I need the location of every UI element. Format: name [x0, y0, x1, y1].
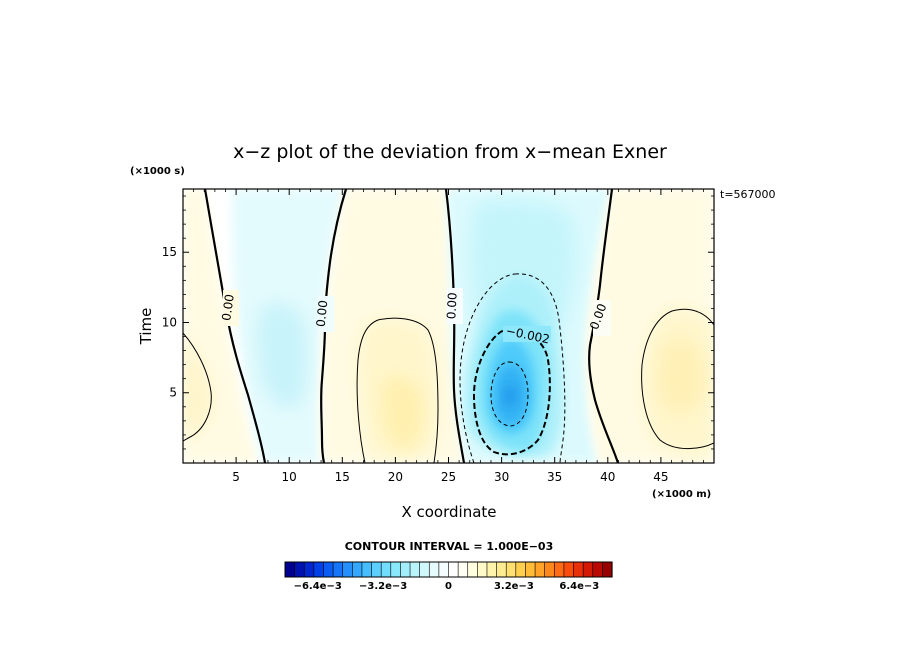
colorbar-swatch [467, 561, 478, 578]
contour-label-bg-5 [593, 300, 611, 336]
x-tick-label: 25 [441, 470, 456, 484]
chart-title: x−z plot of the deviation from x−mean Ex… [233, 141, 667, 163]
contour-zero-2 [320, 189, 348, 463]
colorbar-swatch [438, 561, 450, 578]
colorbar-swatch [477, 561, 488, 578]
colorbar-tick-label: 0 [445, 581, 452, 592]
contour-neg-001 [459, 273, 566, 463]
colorbar-swatch [563, 561, 575, 578]
y-tick-label: 10 [162, 315, 177, 329]
colorbar-swatch [592, 561, 603, 578]
colorbar-swatch [303, 561, 315, 578]
time-stamp: t=567000 [720, 188, 776, 201]
contour-zero-3 [444, 189, 466, 463]
colorbar-swatch [428, 561, 440, 578]
shade-right-lobe-inner [657, 337, 706, 415]
shade-left-lobe [183, 335, 212, 440]
y-axis-label: Time [137, 308, 155, 346]
x-tick-label: 5 [232, 470, 240, 484]
colorbar-swatch [284, 561, 296, 578]
x-axis-label: X coordinate [401, 503, 496, 521]
contour-pos-mid [356, 317, 439, 463]
colorbar-tick-label: −6.4e−3 [294, 581, 342, 592]
colorbar-swatch [582, 561, 594, 578]
contour-interval-text: CONTOUR INTERVAL = 1.000E−03 [345, 540, 554, 553]
colorbar-swatch [313, 561, 325, 578]
colorbar-swatch [400, 561, 411, 578]
colorbar-tick-label: −3.2e−3 [359, 581, 407, 592]
y-unit-label: (×1000 s) [130, 166, 185, 177]
colorbar-swatch [371, 561, 382, 578]
contour-label-zero-3: 0.00 [444, 292, 459, 319]
colorbar-swatch [505, 561, 517, 578]
colorbar-swatch [361, 561, 373, 578]
shade-blue-lobe [257, 302, 308, 409]
contour-labels: 0.00 0.00 0.00 −0.002 0.00 [219, 288, 611, 347]
contour-label-bg-2 [318, 296, 334, 332]
y-tick-label: 15 [162, 245, 177, 259]
colorbar-swatch [352, 561, 363, 578]
x-tick-label: 45 [653, 470, 668, 484]
contour-label-bg-4 [503, 326, 551, 342]
colorbar-swatch [332, 561, 344, 578]
colorbar-swatch [486, 561, 498, 578]
colorbar-frame [284, 561, 613, 578]
contour-neg-002 [472, 328, 551, 456]
colorbar-swatch [553, 561, 565, 578]
contour-neg-003 [490, 361, 529, 427]
colorbar-swatch [390, 561, 402, 578]
x-tick-label: 40 [600, 470, 615, 484]
colorbar-swatch [573, 561, 584, 578]
colorbar-swatch [496, 561, 507, 578]
colorbar-swatch [534, 561, 546, 578]
colorbar-swatch [323, 561, 334, 578]
colorbar-tick-label: 6.4e−3 [559, 581, 599, 592]
contour-zero-1 [203, 189, 267, 463]
colorbar-swatch [419, 561, 430, 578]
colorbar: −6.4e−3 −3.2e−3 0 3.2e−3 6.4e−3 [284, 561, 613, 592]
colorbar-swatch [448, 561, 459, 578]
x-tick-label: 10 [282, 470, 297, 484]
axis-ticks: 5 10 15 20 25 30 35 40 45 5 10 15 [162, 189, 714, 484]
shade-mid-lobe-inner [382, 376, 424, 452]
colorbar-swatch [525, 561, 536, 578]
colorbar-swatch [294, 561, 305, 578]
colorbar-swatch [457, 561, 469, 578]
colorbar-swatch [602, 561, 613, 578]
colorbar-swatch [515, 561, 527, 578]
x-tick-label: 20 [388, 470, 403, 484]
x-tick-label: 15 [335, 470, 350, 484]
colorbar-swatch [409, 561, 421, 578]
shade-neg-min [503, 386, 517, 406]
x-unit-label: (×1000 m) [652, 489, 711, 500]
contour-pos-right [641, 308, 714, 450]
x-tick-label: 30 [494, 470, 509, 484]
y-tick-label: 5 [169, 386, 177, 400]
colorbar-swatch [342, 561, 353, 578]
colorbar-tick-label: 3.2e−3 [494, 581, 534, 592]
contour-label-zero-1: 0.00 [219, 293, 237, 321]
contour-zero-4 [588, 189, 620, 463]
x-tick-label: 35 [547, 470, 562, 484]
contour-label-zero-2: 0.00 [314, 300, 331, 328]
colorbar-swatch [380, 561, 392, 578]
contour-label-bg-3 [447, 288, 463, 324]
colorbar-swatch [544, 561, 555, 578]
contour-label-bg-1 [223, 290, 239, 326]
heatmap-field [183, 189, 714, 463]
contour-pos-left [183, 332, 212, 442]
